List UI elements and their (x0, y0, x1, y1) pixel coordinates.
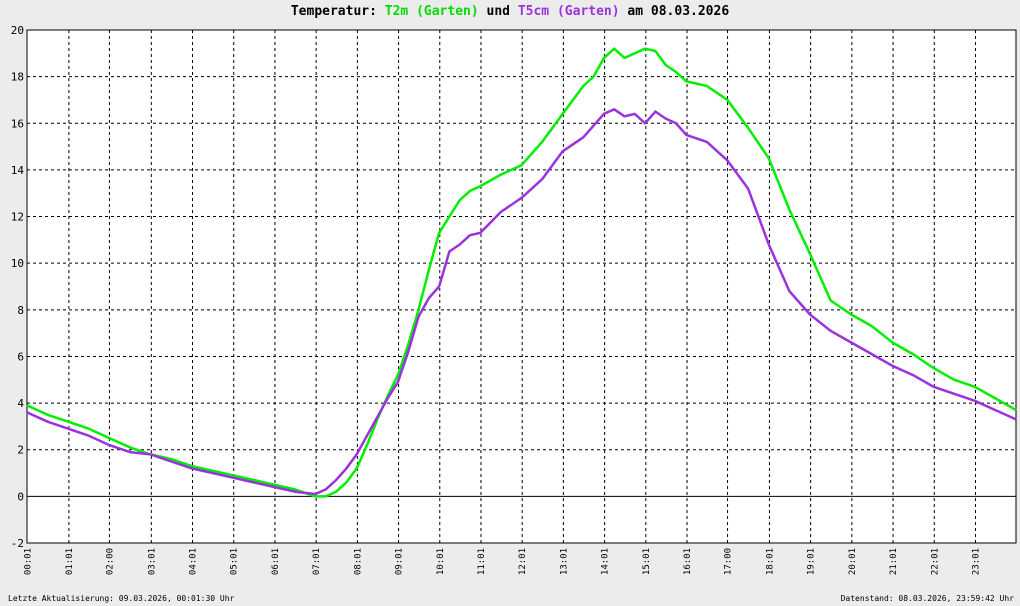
grid (27, 30, 1016, 543)
x-axis-ticks: 00:01 01:01 02:00 03:01 04:01 05:01 06:01 07:01… (24, 548, 982, 575)
x-tick-label: 23:01 (971, 548, 981, 575)
y-tick-label: 10 (11, 257, 24, 270)
x-tick-label: 09:01 (395, 548, 405, 575)
x-tick-label: 10:01 (436, 548, 446, 575)
x-tick-label: 22:01 (930, 548, 940, 575)
series-lines (26, 47, 1017, 498)
x-tick-label: 04:01 (189, 548, 199, 575)
y-tick-label: 0 (17, 490, 24, 503)
y-tick-label: 2 (17, 444, 24, 457)
series-line-t2m (26, 47, 1017, 498)
x-tick-label: 06:01 (271, 548, 281, 575)
x-tick-label: 19:01 (807, 548, 817, 575)
last-update-text: Letzte Aktualisierung: 09.03.2026, 00:01… (8, 594, 235, 603)
series-line-t5cm (26, 108, 1017, 496)
data-timestamp-text: Datenstand: 08.03.2026, 23:59:42 Uhr (840, 594, 1014, 603)
y-tick-label: -2 (11, 537, 24, 550)
x-tick-label: 21:01 (889, 548, 899, 575)
y-axis-ticks: -2 0 2 4 6 8 10 12 14 16 18 20 (11, 24, 25, 550)
title-series-t5cm: T5cm (Garten) (517, 4, 620, 19)
x-tick-label: 01:01 (65, 548, 75, 575)
x-tick-label: 07:01 (312, 548, 322, 575)
plot-area (26, 29, 1017, 544)
x-tick-label: 18:01 (765, 548, 775, 575)
x-tick-label: 02:00 (105, 548, 115, 575)
title-middle: und (478, 4, 518, 19)
y-tick-label: 12 (11, 211, 24, 224)
x-tick-label: 15:01 (642, 548, 652, 575)
x-tick-label: 05:01 (230, 548, 240, 575)
x-tick-label: 16:01 (683, 548, 693, 575)
y-tick-label: 18 (11, 71, 24, 84)
x-tick-label: 00:01 (24, 548, 34, 575)
title-series-t2m: T2m (Garten) (384, 4, 479, 19)
title-prefix: Temperatur: (290, 4, 385, 19)
x-tick-label: 11:01 (477, 548, 487, 575)
x-tick-label: 13:01 (559, 548, 569, 575)
x-tick-label: 17:00 (724, 548, 734, 575)
x-tick-label: 20:01 (848, 548, 858, 575)
x-tick-label: 03:01 (147, 548, 157, 575)
y-tick-label: 14 (11, 164, 25, 177)
title-suffix: am 08.03.2026 (619, 4, 730, 19)
y-tick-label: 8 (17, 304, 24, 317)
y-tick-label: 20 (11, 24, 24, 37)
y-tick-label: 16 (11, 117, 24, 130)
x-tick-label: 12:01 (518, 548, 528, 575)
x-tick-label: 14:01 (601, 548, 611, 575)
y-tick-label: 6 (17, 350, 24, 363)
y-tick-label: 4 (17, 397, 24, 410)
x-tick-label: 08:01 (353, 548, 363, 575)
chart-title: Temperatur: T2m (Garten) und T5cm (Garte… (0, 4, 1020, 19)
